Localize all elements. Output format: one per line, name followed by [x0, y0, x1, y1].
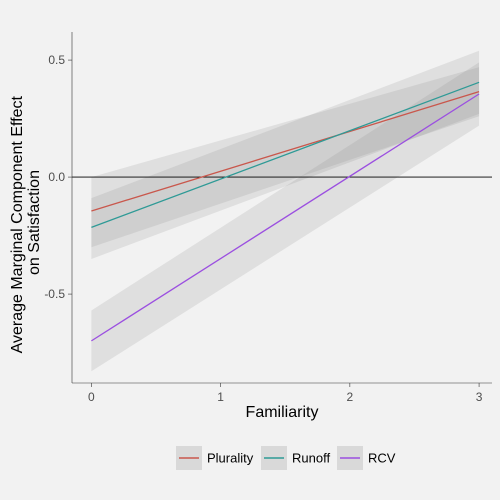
ci-band-plurality [91, 67, 480, 248]
y-tick-label: -0.5 [44, 287, 65, 301]
y-axis-title-line-2: on Satisfaction [26, 170, 43, 275]
y-axis-title: Average Marginal Component Effect on Sat… [9, 92, 43, 354]
x-axis-title: Familiarity [246, 404, 319, 421]
legend-item-runoff: Runoff [261, 446, 330, 470]
x-tick-label: 2 [347, 390, 354, 404]
x-axis-ticks: 0 1 2 3 [88, 383, 483, 404]
x-tick-label: 0 [88, 390, 95, 404]
x-tick-label: 3 [476, 390, 483, 404]
legend-item-rcv: RCV [337, 446, 396, 470]
legend-label: Plurality [207, 451, 254, 466]
series-line-plurality [91, 91, 480, 212]
legend-item-plurality: Plurality [176, 446, 254, 470]
y-tick-label: 0.0 [48, 170, 65, 184]
legend-label: Runoff [292, 451, 330, 466]
legend: Plurality Runoff RCV [176, 446, 396, 470]
y-axis-ticks: -0.5 0.0 0.5 [44, 53, 72, 301]
x-tick-label: 1 [217, 390, 224, 404]
series-lines [91, 81, 480, 342]
y-tick-label: 0.5 [48, 53, 65, 67]
series-line-rcv [91, 93, 480, 342]
legend-label: RCV [368, 451, 396, 466]
confidence-bands [91, 50, 480, 372]
series-line-runoff [91, 81, 480, 228]
y-axis-title-line-1: Average Marginal Component Effect [9, 96, 26, 354]
